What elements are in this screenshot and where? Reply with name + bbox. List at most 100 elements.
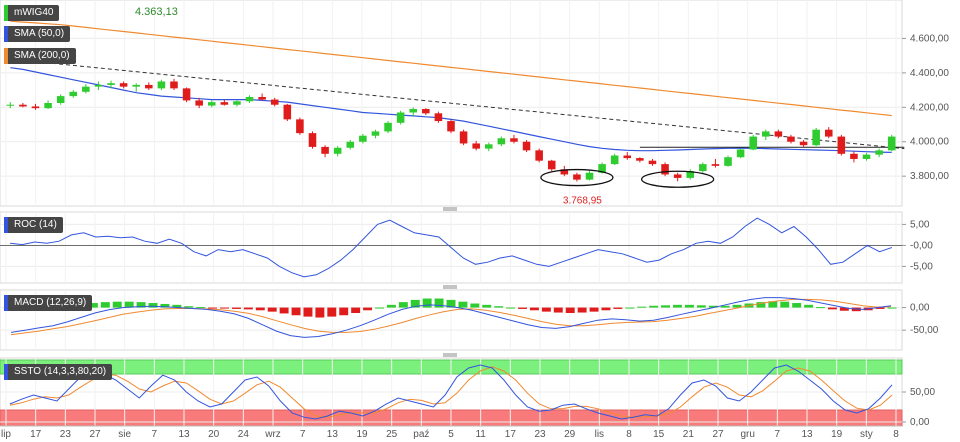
candle-body: [673, 174, 682, 178]
macd-histogram-bar: [375, 307, 384, 309]
x-tick-label: 25: [386, 429, 398, 440]
roc-tag[interactable]: ROC (14): [4, 217, 63, 233]
y-tick-label: 0,00: [910, 417, 930, 428]
candle-body: [182, 88, 191, 101]
x-tick-label: 5: [448, 429, 454, 440]
candle-body: [724, 157, 732, 166]
macd-histogram-bar: [601, 307, 611, 311]
candle-body: [94, 84, 103, 87]
macd-histogram-bar: [351, 307, 361, 313]
macd-histogram-bar: [196, 307, 206, 309]
x-tick-label: 15: [653, 429, 665, 440]
candle-body: [799, 141, 808, 146]
candle-body: [434, 113, 443, 122]
macd-histogram-bar: [470, 303, 480, 308]
candle-body: [585, 172, 594, 180]
candle-body: [484, 144, 493, 149]
y-tick-label: 50,00: [910, 387, 935, 398]
macd-histogram-bar: [684, 304, 694, 308]
macd-histogram-bar: [839, 307, 849, 311]
instrument-tag[interactable]: mWIG40: [4, 5, 60, 21]
candle-body: [422, 109, 430, 114]
candle-body: [472, 143, 480, 149]
macd-signal-line: [10, 298, 892, 336]
candle-body: [207, 102, 216, 106]
macd-panel-layer: [5, 297, 897, 338]
x-tick-label: 13: [178, 429, 190, 440]
macd-tag[interactable]: MACD (12,26,9): [4, 295, 93, 311]
macd-histogram-bar: [172, 304, 182, 308]
x-tick-label: 7: [775, 429, 781, 440]
macd-histogram-bar: [327, 307, 337, 317]
candle-body: [648, 160, 657, 165]
x-tick-label: 13: [327, 429, 339, 440]
x-tick-label: 23: [534, 429, 546, 440]
candle-body: [308, 133, 317, 147]
candle-body: [749, 136, 757, 150]
y-tick-label: 3.800,00: [910, 171, 949, 182]
macd-histogram-bar: [434, 298, 444, 308]
y-tick-label: 4.000,00: [910, 137, 949, 148]
candle-body: [824, 129, 833, 137]
candle-body: [19, 104, 27, 107]
candle-body: [459, 131, 468, 144]
y-tick-label: 4.200,00: [910, 102, 949, 113]
macd-histogram-bar: [708, 305, 718, 308]
macd-histogram-bar: [458, 301, 468, 308]
macd-histogram-bar: [339, 307, 349, 316]
candle-body: [44, 103, 52, 109]
macd-histogram-bar: [136, 302, 146, 308]
x-tick-label: 13: [801, 429, 813, 440]
candle-body: [333, 147, 342, 154]
candle-body: [510, 138, 518, 142]
macd-histogram-bar: [363, 307, 373, 311]
low-annotation: 3.768,95: [563, 196, 602, 207]
candle-body: [107, 83, 115, 85]
candle-body: [119, 83, 128, 87]
pattern-ellipse: [540, 168, 614, 187]
candle-body: [145, 84, 153, 89]
macd-histogram-bar: [506, 307, 516, 309]
instrument-name: mWIG40: [14, 7, 54, 18]
macd-histogram-bar: [827, 307, 837, 310]
trend-line: [10, 58, 905, 150]
macd-histogram-bar: [148, 303, 158, 308]
candle-body: [447, 121, 455, 132]
candle-body: [170, 81, 178, 89]
x-tick-label: sie: [118, 429, 131, 440]
x-tick-label: paź: [413, 429, 429, 440]
sma50-tag[interactable]: SMA (50,0): [4, 26, 71, 42]
macd-histogram-bar: [756, 302, 766, 308]
candle-body: [736, 149, 745, 158]
candle-body: [69, 91, 78, 97]
macd-histogram-bar: [541, 307, 551, 312]
macd-histogram-bar: [124, 301, 134, 308]
candle-body: [862, 154, 871, 159]
macd-histogram-bar: [231, 307, 241, 309]
candle-body: [6, 104, 15, 106]
ssto-tag[interactable]: SSTO (14,3,3,80,20): [4, 364, 113, 380]
macd-histogram-bar: [589, 307, 599, 312]
price-panel-layer: 3.768,95: [6, 20, 905, 207]
macd-histogram-bar: [673, 304, 682, 308]
ssto-label: SSTO (14,3,3,80,20): [14, 366, 107, 377]
candle-body: [157, 81, 166, 89]
macd-histogram-bar: [386, 304, 396, 308]
sma200-tag[interactable]: SMA (200,0): [4, 48, 76, 64]
candle-body: [31, 106, 40, 109]
x-tick-label: 29: [564, 429, 576, 440]
macd-histogram-bar: [100, 302, 110, 308]
x-tick-label: wrz: [264, 429, 281, 440]
macd-histogram-bar: [804, 304, 814, 308]
macd-histogram-bar: [220, 307, 229, 309]
candle-body: [547, 160, 556, 170]
macd-histogram-bar: [529, 307, 539, 311]
x-tick-label: 17: [30, 429, 42, 440]
x-tick-label: lis: [595, 429, 604, 440]
x-tick-label: lip: [1, 429, 11, 440]
candle-body: [661, 164, 669, 175]
candle-body: [270, 99, 279, 105]
x-tick-label: 23: [60, 429, 72, 440]
candle-body: [787, 136, 795, 142]
macd-histogram-bar: [553, 307, 563, 313]
